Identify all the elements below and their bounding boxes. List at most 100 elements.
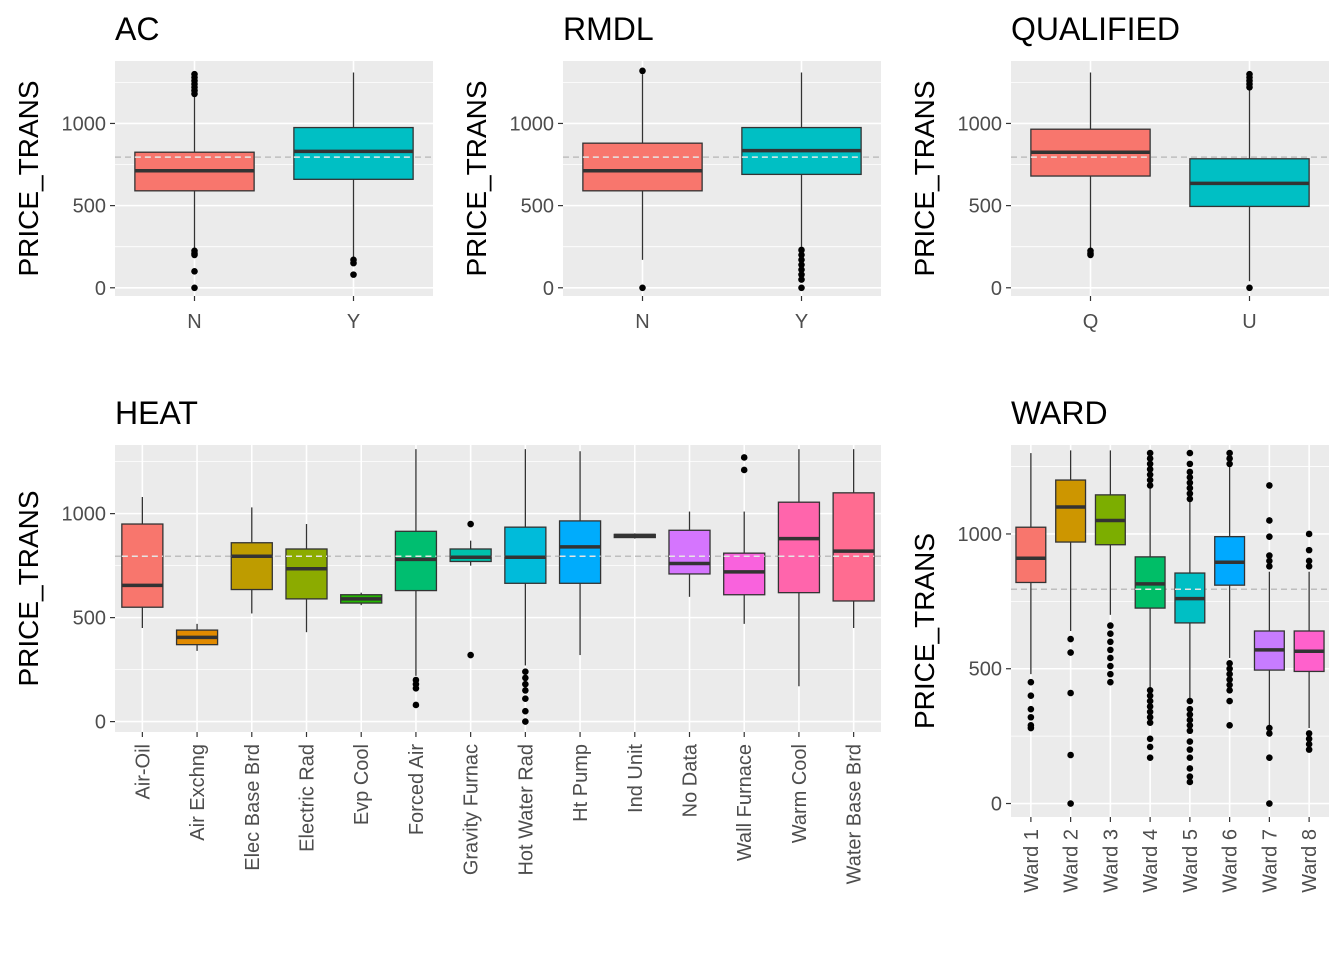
outlier-point: [1186, 490, 1194, 497]
box-y: [741, 72, 862, 292]
x-tick-label: Hot Water Rad: [515, 744, 537, 876]
x-tick-label: Ht Pump: [570, 744, 592, 822]
outlier-point: [1305, 546, 1313, 554]
outlier-point: [1266, 754, 1273, 761]
outlier-point: [1305, 740, 1313, 748]
outlier-point: [1305, 746, 1313, 753]
x-tick-label: Y: [347, 311, 360, 333]
outlier-point: [1067, 649, 1074, 656]
outlier-point: [798, 271, 805, 278]
outlier-point: [191, 247, 198, 255]
x-tick-label: Ward 4: [1140, 829, 1162, 893]
x-tick-label: Ward 8: [1299, 829, 1321, 893]
outlier-point: [522, 707, 529, 715]
box-ht-pump: [558, 451, 602, 656]
box-ward-6: [1214, 449, 1246, 729]
x-tick-label: No Data: [680, 743, 702, 817]
outlier-point: [1305, 557, 1313, 565]
y-tick-label: 1000: [958, 113, 1003, 135]
x-tick-label: Y: [795, 311, 808, 333]
outlier-point: [1305, 563, 1313, 570]
panel-title: HEAT: [115, 395, 198, 431]
y-tick-label: 1000: [62, 113, 107, 135]
outlier-point: [1146, 719, 1154, 726]
x-tick-label: Ward 2: [1061, 829, 1083, 893]
x-tick-label: Ward 7: [1259, 829, 1281, 893]
outlier-point: [1107, 670, 1114, 678]
y-tick-label: 500: [73, 196, 106, 218]
outlier-point: [1186, 727, 1194, 735]
outlier-point: [798, 266, 805, 274]
panel-title: RMDL: [563, 11, 654, 47]
outlier-point: [1107, 678, 1114, 686]
outlier-point: [1067, 689, 1074, 697]
outlier-point: [1146, 476, 1154, 484]
x-tick-label: Air Exchng: [187, 744, 209, 841]
outlier-point: [1087, 247, 1094, 255]
y-axis-label: PRICE_TRANS: [461, 80, 492, 276]
box-u: [1189, 70, 1310, 292]
outlier-point: [1186, 754, 1194, 761]
outlier-point: [1146, 687, 1154, 694]
outlier-point: [1266, 724, 1273, 732]
outlier-point: [1226, 460, 1233, 468]
box-evp-cool: [340, 592, 383, 606]
box-electric-rad: [285, 524, 328, 633]
outlier-point: [798, 276, 805, 283]
outlier-point: [350, 271, 357, 278]
outlier-point: [1107, 630, 1114, 637]
outlier-point: [1226, 676, 1233, 683]
outlier-point: [1186, 778, 1194, 786]
box-hot-water-rad: [504, 449, 547, 725]
outlier-point: [1186, 474, 1194, 481]
outlier-point: [1107, 654, 1114, 662]
outlier-point: [350, 256, 357, 264]
outlier-point: [798, 246, 805, 254]
outlier-point: [1027, 678, 1035, 686]
box-body: [121, 523, 164, 608]
outlier-point: [1146, 455, 1154, 462]
box-y: [293, 72, 414, 278]
outlier-point: [1266, 800, 1273, 807]
y-tick-label: 0: [991, 278, 1002, 300]
x-tick-label: N: [635, 311, 649, 333]
box-body: [558, 520, 602, 584]
outlier-point: [639, 284, 646, 292]
x-tick-label: Ind Unit: [625, 744, 647, 813]
y-tick-label: 0: [95, 712, 106, 734]
outlier-point: [1107, 638, 1114, 646]
outlier-point: [639, 67, 646, 75]
x-tick-label: Warm Cool: [789, 744, 811, 843]
outlier-point: [1226, 670, 1233, 678]
box-ward-5: [1174, 449, 1206, 786]
outlier-point: [1226, 449, 1233, 457]
x-tick-label: Air-Oil: [132, 744, 154, 800]
outlier-point: [1186, 449, 1194, 457]
box-wall-furnace: [723, 454, 766, 624]
outlier-point: [1186, 705, 1194, 713]
outlier-point: [1226, 687, 1233, 694]
outlier-point: [467, 520, 474, 528]
outlier-point: [1146, 735, 1154, 743]
box-body: [504, 526, 547, 584]
outlier-point: [1266, 563, 1273, 570]
box-ward-7: [1253, 482, 1285, 807]
outlier-point: [1146, 703, 1154, 710]
box-air-oil: [121, 496, 164, 629]
outlier-point: [798, 284, 805, 292]
outlier-point: [1186, 722, 1194, 729]
y-tick-label: 0: [95, 278, 106, 300]
outlier-point: [1146, 713, 1154, 721]
outlier-point: [798, 251, 805, 259]
outlier-point: [522, 718, 529, 725]
outlier-point: [1027, 722, 1035, 729]
outlier-point: [1226, 665, 1233, 673]
y-tick-label: 500: [969, 196, 1002, 218]
x-tick-label: Electric Rad: [297, 744, 319, 852]
x-tick-label: Elec Base Brd: [242, 744, 264, 871]
outlier-point: [1186, 711, 1194, 718]
x-tick-label: Gravity Furnac: [461, 744, 483, 875]
outlier-point: [1305, 735, 1313, 743]
outlier-point: [522, 687, 529, 694]
outlier-point: [1266, 730, 1273, 737]
